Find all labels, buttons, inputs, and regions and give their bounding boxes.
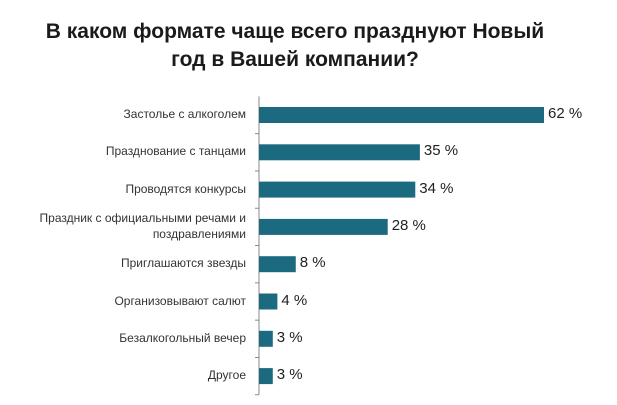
category-label-line: поздравлениями xyxy=(152,226,246,241)
category-label: Организовывают салют xyxy=(0,293,246,309)
value-label: 3 % xyxy=(276,366,303,384)
chart-title-line-2: год в Вашей компании? xyxy=(171,48,419,71)
chart-title-line-1: В каком формате чаще всего празднуют Нов… xyxy=(45,20,545,43)
category-label: Другое xyxy=(0,367,246,383)
bar-3 xyxy=(259,181,416,198)
bar-4 xyxy=(259,218,388,235)
category-label: Безалкогольный вечер xyxy=(0,330,246,346)
category-label-line: Застолье с алкоголем xyxy=(123,107,246,121)
bar-2 xyxy=(259,144,420,161)
category-label-line: Безалкогольный вечер xyxy=(119,330,246,345)
category-label: Застолье с алкоголем xyxy=(0,106,246,122)
category-label-line: Приглашаются звезды xyxy=(120,256,246,271)
category-label: Празднование с танцами xyxy=(0,143,246,159)
value-label: 28 % xyxy=(391,216,426,234)
value-label: 4 % xyxy=(281,291,308,309)
value-label: 34 % xyxy=(419,179,454,197)
value-label: 35 % xyxy=(423,142,459,160)
category-label-line: Проводятся конкурсы xyxy=(125,181,246,196)
value-label: 62 % xyxy=(548,105,583,122)
bar-1 xyxy=(259,107,544,123)
category-label: Приглашаются звезды xyxy=(0,255,246,271)
bar-7 xyxy=(259,330,273,347)
category-label: Праздник с официальными речами и поздравл… xyxy=(0,210,246,242)
bar-5 xyxy=(259,256,296,273)
value-label: 3 % xyxy=(276,328,303,346)
category-label-line: Другое xyxy=(207,368,246,383)
category-label: Проводятся конкурсы xyxy=(0,181,246,197)
chart-title: В каком формате чаще всего празднуют Нов… xyxy=(0,18,590,74)
bar-8 xyxy=(259,368,273,385)
bar-6 xyxy=(259,293,278,310)
value-label: 8 % xyxy=(299,254,326,272)
category-label-line: Праздник с официальными речами и xyxy=(39,210,246,225)
category-label-line: Организовывают салют xyxy=(114,293,246,308)
category-label-line: Празднование с танцами xyxy=(105,144,246,159)
